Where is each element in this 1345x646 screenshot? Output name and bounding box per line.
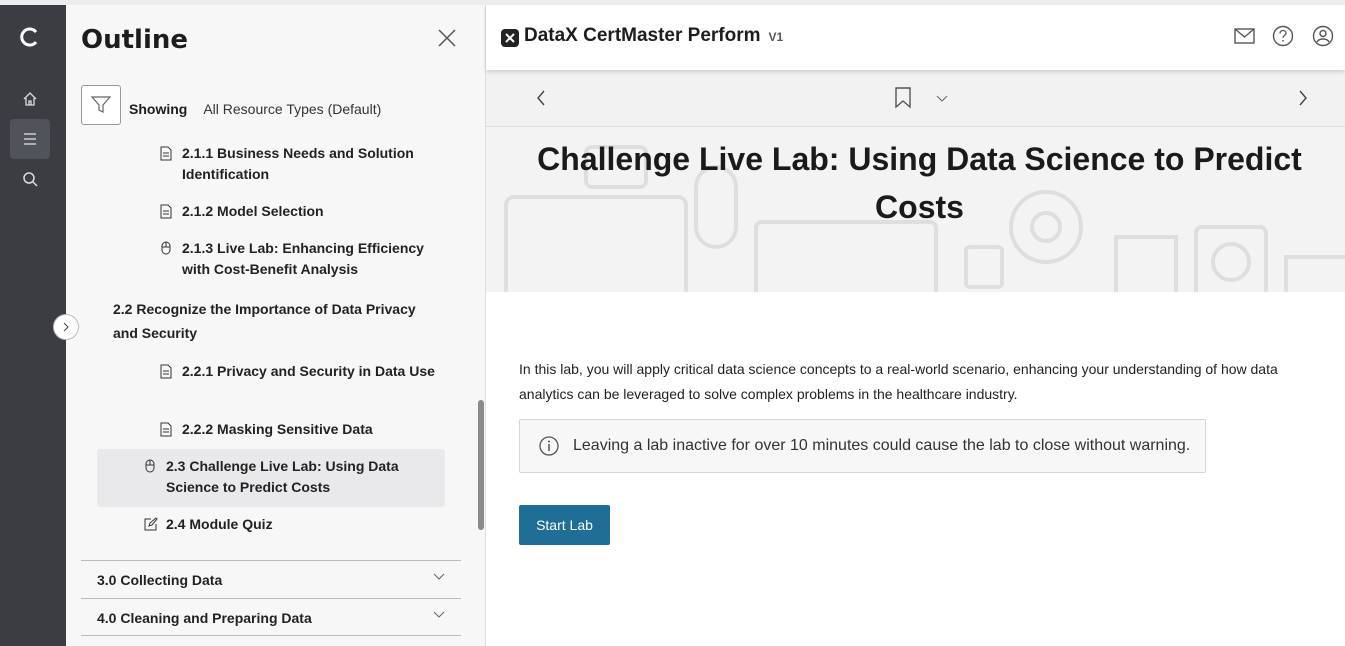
left-rail: [0, 5, 66, 646]
section-label: 3.0 Collecting Data: [97, 572, 223, 588]
outline-item-2-2-2[interactable]: 2.2.2 Masking Sensitive Data: [160, 419, 447, 440]
section-4-0[interactable]: 4.0 Cleaning and Preparing Data: [81, 598, 461, 636]
bookmark-icon[interactable]: [894, 87, 912, 109]
app-title: DataX CertMaster Perform: [524, 25, 761, 46]
section-label: 4.0 Cleaning and Preparing Data: [97, 610, 312, 626]
lab-banner: Challenge Live Lab: Using Data Science t…: [486, 127, 1345, 292]
tech-pattern-background: [504, 145, 1345, 292]
section-3-0[interactable]: 3.0 Collecting Data: [81, 560, 461, 598]
app-header: DataX CertMaster Perform V1: [486, 5, 1345, 70]
item-label: 2.1.2 Model Selection: [182, 203, 324, 219]
outline-menu-icon[interactable]: [10, 119, 50, 159]
brand-logo-icon: [501, 29, 519, 47]
document-icon: [160, 364, 172, 379]
item-label: 2.1.1 Business Needs and Solution Identi…: [182, 145, 414, 182]
outline-item-2-1-3[interactable]: 2.1.3 Live Lab: Enhancing Efficiency wit…: [161, 238, 447, 280]
logo-icon: [10, 17, 50, 57]
navigation-bar: [486, 70, 1345, 127]
outline-item-2-2[interactable]: 2.2 Recognize the Importance of Data Pri…: [113, 297, 443, 345]
mail-icon[interactable]: [1234, 25, 1256, 47]
expand-panel-button[interactable]: [53, 314, 79, 340]
inactivity-warning: Leaving a lab inactive for over 10 minut…: [519, 419, 1206, 473]
chevron-right-icon: [63, 322, 69, 332]
lab-intro: In this lab, you will apply critical dat…: [519, 361, 1278, 402]
top-strip: [0, 0, 1345, 5]
mouse-icon: [161, 241, 171, 255]
outline-item-2-1-1[interactable]: 2.1.1 Business Needs and Solution Identi…: [160, 143, 447, 185]
chevron-down-icon: [433, 611, 445, 618]
showing-value[interactable]: All Resource Types (Default): [203, 101, 382, 117]
chevron-down-icon: [433, 573, 445, 580]
item-label: 2.3 Challenge Live Lab: Using Data Scien…: [166, 458, 399, 495]
document-icon: [160, 146, 172, 161]
close-icon[interactable]: [438, 29, 456, 47]
outline-scrollbar[interactable]: [478, 400, 484, 530]
previous-arrow-icon[interactable]: [536, 90, 546, 106]
next-arrow-icon[interactable]: [1298, 90, 1308, 106]
home-icon[interactable]: [10, 79, 50, 119]
mouse-icon: [145, 459, 155, 473]
start-lab-button[interactable]: Start Lab: [519, 505, 610, 545]
outline-item-2-2-1[interactable]: 2.2.1 Privacy and Security in Data Use: [160, 361, 447, 382]
item-label: 2.2.1 Privacy and Security in Data Use: [182, 363, 435, 379]
outline-title: Outline: [81, 25, 189, 55]
warning-text: Leaving a lab inactive for over 10 minut…: [573, 437, 1191, 454]
outline-item-2-3[interactable]: 2.3 Challenge Live Lab: Using Data Scien…: [145, 456, 436, 498]
item-label: 2.2.2 Masking Sensitive Data: [182, 421, 373, 437]
user-profile-icon[interactable]: [1312, 25, 1334, 47]
outline-item-2-4[interactable]: 2.4 Module Quiz: [144, 514, 431, 535]
item-label: 2.1.3 Live Lab: Enhancing Efficiency wit…: [182, 240, 424, 277]
document-icon: [160, 204, 172, 219]
outline-panel: Outline Showing All Resource Types (Defa…: [66, 5, 486, 646]
app-version: V1: [768, 30, 784, 44]
selected-item-highlight: [97, 449, 445, 507]
showing-row: Showing All Resource Types (Default): [129, 101, 381, 117]
item-label: 2.4 Module Quiz: [166, 516, 273, 532]
filter-icon: [91, 96, 111, 113]
info-icon: [539, 436, 559, 456]
showing-label: Showing: [129, 101, 188, 117]
search-icon[interactable]: [10, 159, 50, 199]
outline-item-2-1-2[interactable]: 2.1.2 Model Selection: [160, 201, 447, 222]
help-icon[interactable]: [1272, 25, 1294, 47]
chevron-down-icon[interactable]: [936, 95, 948, 103]
item-label: 2.2 Recognize the Importance of Data Pri…: [113, 301, 416, 341]
filter-button[interactable]: [81, 85, 121, 125]
brand-row: DataX CertMaster Perform V1: [524, 25, 783, 47]
lab-title: Challenge Live Lab: Using Data Science t…: [537, 141, 1302, 225]
edit-icon: [144, 517, 158, 531]
document-icon: [160, 422, 172, 437]
